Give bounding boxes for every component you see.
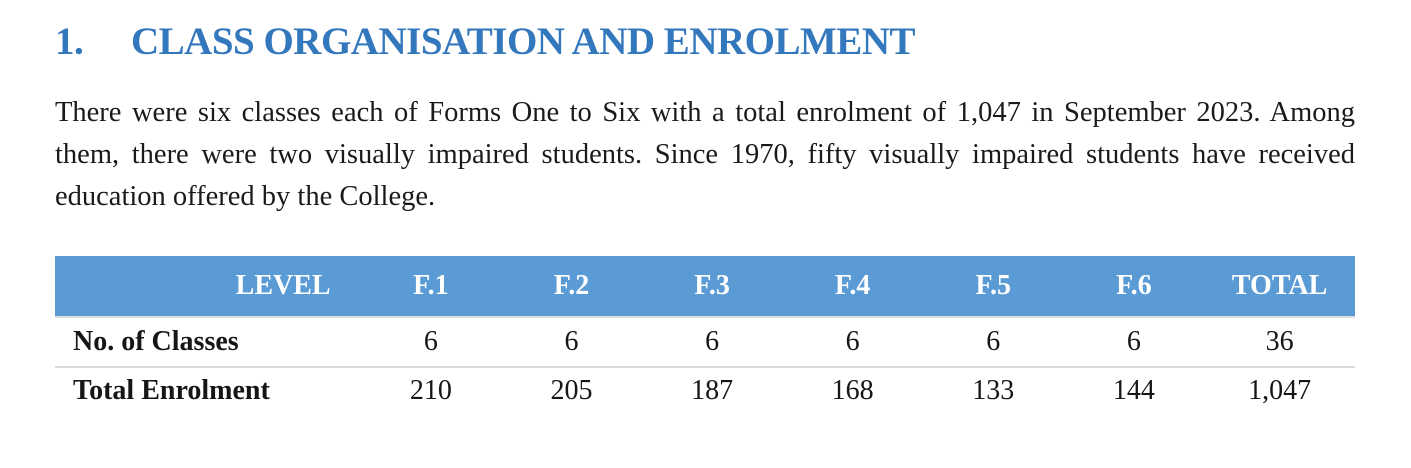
table-cell: 6 bbox=[782, 317, 923, 368]
column-header-f3: F.3 bbox=[641, 256, 783, 318]
table-cell: 168 bbox=[831, 375, 874, 406]
column-header-f1: F.1 bbox=[360, 256, 502, 318]
table-cell: 144 bbox=[1112, 375, 1155, 406]
table-cell: 6 bbox=[641, 317, 783, 368]
table-row-no-of-classes: No. of Classes 6 6 6 6 6 6 36 bbox=[55, 317, 1355, 368]
table-cell: 210 bbox=[409, 375, 452, 406]
column-header-f6: F.6 bbox=[1063, 256, 1205, 318]
table-row-total-enrolment: Total Enrolment 210 205 187 168 133 144 … bbox=[55, 367, 1355, 414]
row-label: Total Enrolment bbox=[73, 375, 270, 406]
column-header-level: LEVEL bbox=[55, 256, 361, 318]
column-header-f2: F.2 bbox=[501, 256, 642, 318]
table-cell: 6 bbox=[501, 317, 642, 368]
column-header-f5: F.5 bbox=[922, 256, 1064, 318]
table-cell: 1,047 bbox=[1248, 375, 1312, 406]
table-cell: 6 bbox=[360, 317, 502, 368]
table-cell: 205 bbox=[550, 375, 593, 406]
section-title: CLASS ORGANISATION AND ENROLMENT bbox=[131, 20, 916, 63]
column-header-total: TOTAL bbox=[1204, 256, 1355, 318]
enrolment-table: LEVEL F.1 F.2 F.3 F.4 F.5 F.6 TOTAL No. … bbox=[55, 256, 1355, 414]
row-label: No. of Classes bbox=[55, 317, 361, 368]
table-cell: 36 bbox=[1204, 317, 1355, 368]
table-cell: 6 bbox=[922, 317, 1064, 368]
table-cell: 133 bbox=[972, 375, 1015, 406]
table-cell: 6 bbox=[1063, 317, 1205, 368]
intro-paragraph: There were six classes each of Forms One… bbox=[55, 97, 1355, 212]
table-cell: 187 bbox=[691, 375, 734, 406]
column-header-f4: F.4 bbox=[782, 256, 923, 318]
table-header-row: LEVEL F.1 F.2 F.3 F.4 F.5 F.6 TOTAL bbox=[55, 256, 1355, 318]
section-heading: 1. CLASS ORGANISATION AND ENROLMENT bbox=[55, 22, 1355, 62]
section-number: 1. bbox=[55, 20, 84, 63]
